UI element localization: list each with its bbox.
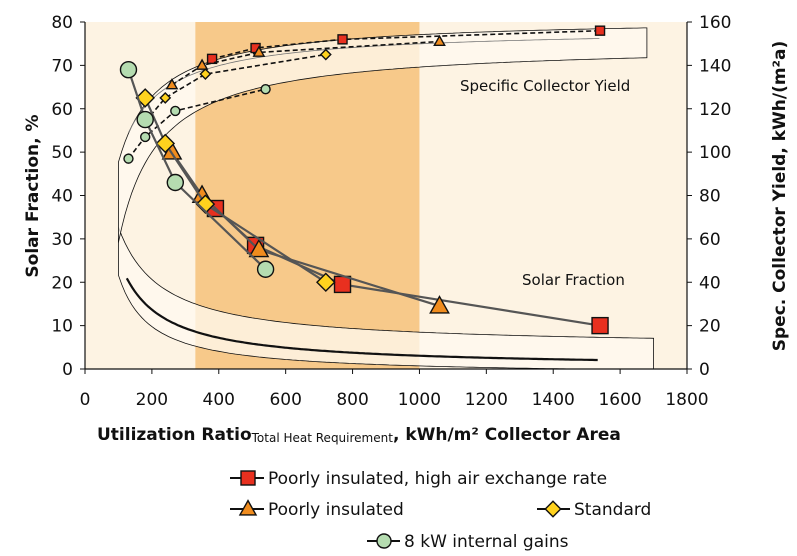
y2-tick-label: 80: [699, 187, 721, 207]
x-axis-title-main: Utilization Ratio: [97, 425, 252, 445]
x-tick-label: 600: [269, 390, 301, 410]
x-tick-label: 1000: [398, 390, 441, 410]
fraction-line-poorly-insulated: [171, 151, 440, 308]
anno-solar-fraction: Solar Fraction: [522, 271, 625, 289]
y-tick-label: 80: [51, 13, 73, 33]
solar-fraction-band: [118, 227, 654, 369]
x-tick-label: 1600: [598, 390, 641, 410]
fraction-point-8-kw-internal-gains: [256, 260, 275, 278]
x-tick-label: 1400: [532, 390, 575, 410]
yield-line-standard: [144, 53, 326, 123]
legend-label: 8 kW internal gains: [404, 532, 569, 552]
legend-item: Poorly insulated, high air exchange rate: [230, 469, 607, 489]
fraction-point-standard: [155, 133, 176, 154]
yield-point-poorly-insulated-high-air-exchange-rate: [337, 34, 348, 45]
y-tick-label: 70: [51, 56, 73, 76]
fraction-point-8-kw-internal-gains: [136, 110, 154, 129]
legend-item: Poorly insulated: [230, 499, 404, 520]
legend-label: Poorly insulated: [268, 500, 404, 520]
yield-point-poorly-insulated: [433, 34, 446, 47]
fraction-point-standard: [316, 272, 336, 293]
x-axis-title: Utilization RatioTotal Heat Requirement,…: [97, 425, 621, 445]
legend-label: Standard: [574, 500, 651, 520]
y2-tick-label: 100: [699, 143, 731, 163]
fraction-line-8-kw-internal-gains: [127, 69, 267, 270]
y-tick-label: 50: [51, 143, 73, 163]
fraction-line-standard: [144, 97, 327, 284]
fraction-point-8-kw-internal-gains: [166, 173, 185, 192]
fraction-point-poorly-insulated-high-air-exchange-rate: [591, 316, 609, 335]
y-tick-label: 30: [51, 230, 73, 250]
yield-point-standard: [199, 68, 212, 80]
yield-point-poorly-insulated-high-air-exchange-rate: [594, 25, 606, 36]
legend-marker-circle: [376, 533, 392, 549]
y2-tick-label: 60: [699, 230, 721, 250]
fraction-point-8-kw-internal-gains: [119, 61, 138, 79]
y-tick-label: 60: [51, 100, 73, 120]
y2-tick-label: 40: [699, 273, 721, 293]
anno-specific-collector-yield: Specific Collector Yield: [460, 77, 630, 95]
y2-tick-label: 120: [699, 100, 731, 120]
yield-point-8-kw-internal-gains: [170, 105, 181, 117]
yield-line-8-kw-internal-gains: [127, 88, 266, 160]
yield-point-8-kw-internal-gains: [123, 153, 134, 164]
collector-yield-band: [118, 27, 648, 243]
y2-tick-label: 160: [699, 13, 731, 33]
y-tick-label: 0: [62, 360, 73, 380]
yield-point-8-kw-internal-gains: [260, 84, 271, 95]
x-tick-label: 800: [336, 390, 368, 410]
fraction-point-standard: [195, 194, 216, 214]
y2-tick-label: 0: [699, 360, 710, 380]
fraction-point-standard: [135, 88, 155, 108]
y2-tick-label: 140: [699, 56, 731, 76]
y-tick-label: 10: [51, 317, 73, 337]
y-axis-title: Solar Fraction, %: [23, 114, 43, 277]
x-axis-title-rest: , kWh/m² Collector Area: [393, 425, 621, 445]
y-tick-label: 40: [51, 187, 73, 207]
x-tick-label: 1800: [665, 390, 708, 410]
yield-point-poorly-insulated: [252, 45, 266, 57]
legend-label: Poorly insulated, high air exchange rate: [268, 469, 607, 489]
legend-item: 8 kW internal gains: [367, 532, 569, 552]
yield-point-standard: [159, 91, 172, 104]
yield-point-poorly-insulated-high-air-exchange-rate: [206, 53, 218, 65]
y2-tick-label: 20: [699, 317, 721, 337]
legend-marker-square: [240, 470, 256, 486]
fraction-point-poorly-insulated: [429, 295, 450, 314]
yield-point-8-kw-internal-gains: [139, 131, 151, 143]
yield-point-poorly-insulated: [195, 58, 209, 70]
fraction-point-poorly-insulated-high-air-exchange-rate: [333, 275, 352, 294]
y2-axis-title: Spec. Collector Yield, kWh/(m²a): [770, 41, 790, 352]
yield-point-poorly-insulated: [165, 78, 179, 90]
x-tick-label: 1200: [465, 390, 508, 410]
legend-marker-triangle: [238, 499, 258, 516]
yield-point-standard: [319, 48, 332, 61]
y-tick-label: 20: [51, 273, 73, 293]
x-tick-label: 400: [203, 390, 235, 410]
yield-line-poorly-insulated-high-air-exchange-rate: [211, 29, 601, 60]
solar-fraction-trend-line: [125, 277, 598, 362]
legend-item: Standard: [537, 500, 651, 520]
x-tick-label: 200: [136, 390, 168, 410]
legend-marker-diamond: [544, 500, 562, 518]
fraction-point-poorly-insulated: [248, 238, 270, 258]
x-axis-title-subscript: Total Heat Requirement: [251, 431, 394, 445]
yield-line-poorly-insulated: [171, 40, 440, 86]
x-tick-label: 0: [80, 390, 91, 410]
